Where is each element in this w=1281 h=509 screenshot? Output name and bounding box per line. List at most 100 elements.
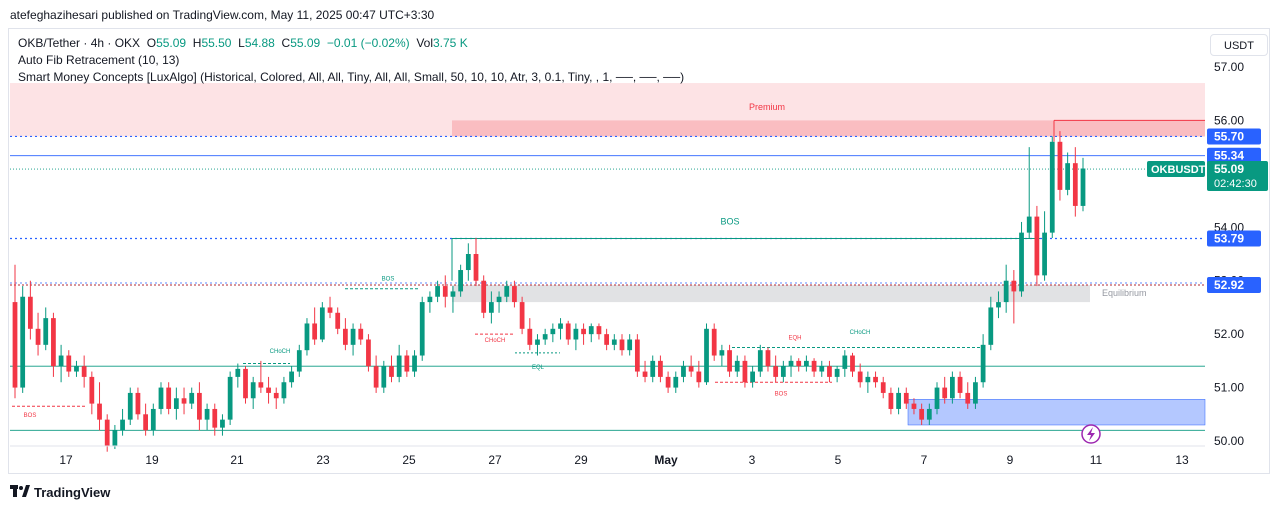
candle-body xyxy=(911,403,917,409)
candle-body xyxy=(427,296,433,303)
legend-main: OKB/Tether · 4h · OKX O55.09 H55.50 L54.… xyxy=(18,36,468,50)
candle-body xyxy=(97,403,102,420)
candle-body xyxy=(35,328,41,345)
structure-label: CHoCH xyxy=(850,330,871,336)
candle-body xyxy=(750,371,755,383)
candle-body xyxy=(611,339,617,345)
candle-body xyxy=(658,360,663,377)
volume-label: Vol xyxy=(416,36,433,50)
candle-body xyxy=(888,392,894,409)
y-tick-label: 51.00 xyxy=(1214,381,1244,395)
candle-body xyxy=(104,419,110,447)
candle-body xyxy=(804,360,809,367)
equilibrium-zone xyxy=(452,284,1090,303)
candle-body xyxy=(596,326,602,335)
candle-body xyxy=(819,366,825,372)
y-tick-label: 57.00 xyxy=(1214,60,1244,74)
candle-body xyxy=(27,296,33,329)
candle-body xyxy=(542,334,548,340)
indicator-fib[interactable]: Auto Fib Retracement (10, 13) xyxy=(18,53,180,67)
candle-body xyxy=(74,366,79,372)
indicator-smc[interactable]: Smart Money Concepts [LuxAlgo] (Historic… xyxy=(18,70,685,84)
candle-body xyxy=(465,254,471,271)
close-value: 55.09 xyxy=(290,36,321,50)
price-label-box xyxy=(1207,147,1261,164)
candle-body xyxy=(319,307,325,340)
candle-body xyxy=(696,371,702,383)
candle-body xyxy=(189,392,195,404)
currency-button[interactable]: USDT xyxy=(1210,34,1268,56)
candle-body xyxy=(742,360,748,383)
candle-body xyxy=(204,408,210,420)
candle-body xyxy=(850,355,855,372)
candle-body xyxy=(773,366,779,377)
candle-body xyxy=(1042,232,1047,276)
candle-body xyxy=(873,376,878,383)
candle-body xyxy=(550,328,556,335)
candle-body xyxy=(665,376,671,388)
candle-body xyxy=(504,286,510,297)
candle-body xyxy=(266,387,271,393)
candle-body xyxy=(811,360,817,372)
candle-body xyxy=(450,291,456,297)
equilibrium-label: Equilibrium xyxy=(1102,288,1147,298)
candle-body xyxy=(527,328,533,345)
tv-logo-icon xyxy=(10,484,30,500)
candle-body xyxy=(458,270,464,292)
candle-body xyxy=(627,339,633,351)
candle-body xyxy=(535,339,540,345)
candle-body xyxy=(488,302,494,313)
x-tick-label: 9 xyxy=(1007,453,1014,467)
candle-body xyxy=(604,334,610,345)
candle-body xyxy=(1072,163,1078,206)
demand-zone xyxy=(907,399,1206,426)
candle-body xyxy=(250,382,256,399)
price-label-text: 55.34 xyxy=(1214,149,1244,163)
candle-body xyxy=(957,376,963,393)
premium-label: Premium xyxy=(749,102,785,112)
candle-body xyxy=(642,371,648,377)
current-price-text: 55.09 xyxy=(1214,162,1244,176)
x-tick-label: 21 xyxy=(230,453,244,467)
change-value: −0.01 (−0.02%) xyxy=(326,36,410,50)
x-tick-label: May xyxy=(654,453,678,467)
candle-body xyxy=(1011,280,1017,292)
structure-label: BOS xyxy=(775,392,788,398)
symbol-title[interactable]: OKB/Tether · 4h · OKX xyxy=(18,36,141,50)
candle-body xyxy=(350,328,356,345)
high-value: 55.50 xyxy=(201,36,232,50)
candle-body xyxy=(112,430,118,447)
candle-body xyxy=(373,366,379,388)
candle-body xyxy=(796,360,802,367)
candle-body xyxy=(681,366,686,377)
candle-body xyxy=(335,312,341,329)
candle-body xyxy=(1049,141,1055,233)
candle-body xyxy=(166,387,172,409)
candle-body xyxy=(688,366,694,372)
lines-layer xyxy=(10,119,1205,431)
y-tick-label: 52.00 xyxy=(1214,327,1244,341)
x-tick-label: 27 xyxy=(488,453,502,467)
current-price-box xyxy=(1207,161,1268,192)
x-tick-label: 29 xyxy=(574,453,588,467)
candle-body xyxy=(996,302,1001,308)
candle-body xyxy=(1065,163,1071,190)
candle-body xyxy=(512,286,517,303)
candle-body xyxy=(20,296,26,388)
x-tick-label: 3 xyxy=(749,453,756,467)
candle-body xyxy=(980,344,986,383)
candle-body xyxy=(473,254,479,281)
chart-frame[interactable] xyxy=(8,28,1270,474)
candle-body xyxy=(150,408,156,431)
candle-body xyxy=(158,387,164,409)
structure-label: CHoCH xyxy=(270,349,291,355)
close-label: C xyxy=(281,36,291,50)
candle-body xyxy=(1080,168,1086,206)
candle-body xyxy=(281,382,287,399)
candle-body xyxy=(343,328,348,345)
tradingview-logo[interactable]: TradingView xyxy=(10,484,110,500)
price-axis: 57.0056.0055.0054.0053.0052.0051.0050.00… xyxy=(1147,60,1268,448)
candle-body xyxy=(435,286,440,297)
x-tick-label: 17 xyxy=(59,453,73,467)
